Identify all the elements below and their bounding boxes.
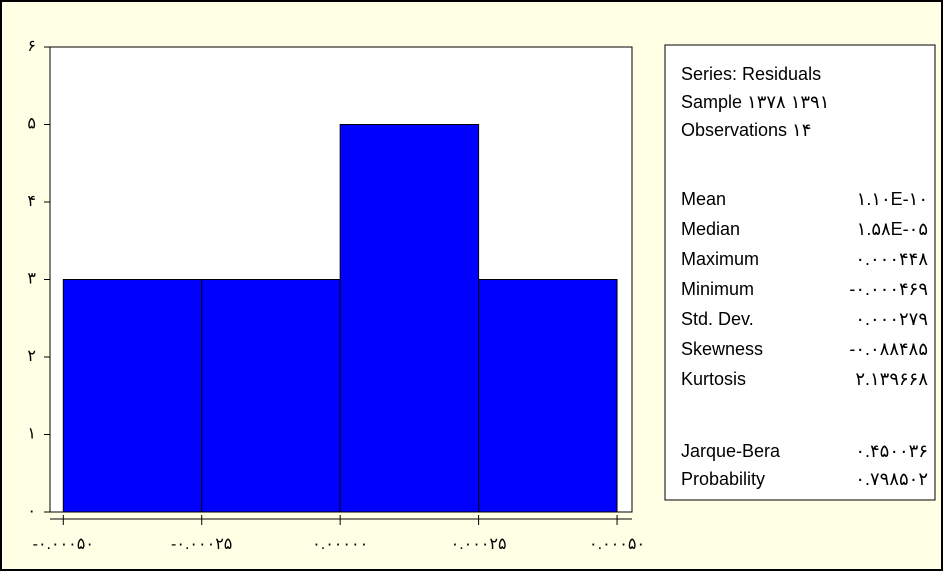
x-tick-label: ۰.۰۰۰۰۰	[312, 536, 368, 553]
y-tick-label: ۰	[27, 503, 36, 520]
stats-header: Sample ۱۳۷۸ ۱۳۹۱	[681, 92, 829, 112]
stats-value: ۱.۱۰E-۱۰	[857, 189, 928, 209]
stats-label: Skewness	[681, 339, 763, 359]
stats-value: ۲.۱۳۹۶۶۸	[855, 369, 928, 389]
stats-label: Minimum	[681, 279, 754, 299]
y-tick-label: ۴	[27, 193, 36, 210]
stats-value: ۰.۴۵۰۰۳۶	[855, 441, 928, 461]
stats-label: Jarque-Bera	[681, 441, 781, 461]
stats-value: ۰.۰۰۰۴۴۸	[855, 249, 928, 269]
y-tick-label: ۱	[27, 426, 36, 443]
stats-label: Kurtosis	[681, 369, 746, 389]
y-tick-label: ۲	[27, 348, 36, 365]
bar	[339, 124, 480, 513]
bar	[478, 279, 618, 513]
stats-label: Std. Dev.	[681, 309, 754, 329]
y-tick-label: ۳	[27, 271, 36, 288]
stats-value: ۰.۰۰۰۲۷۹	[855, 309, 928, 329]
stats-value: ۰.۷۹۸۵۰۲	[855, 469, 928, 489]
x-tick-label: ۰.۰۰۰۵۰	[589, 536, 645, 553]
stats-header: Observations ۱۴	[681, 120, 811, 140]
stats-label: Median	[681, 219, 740, 239]
x-tick-label: -۰.۰۰۰۲۵	[171, 536, 232, 553]
stats-label: Mean	[681, 189, 726, 209]
y-tick-label: ۶	[27, 38, 36, 55]
bar	[62, 279, 203, 513]
x-tick-label: -۰.۰۰۰۵۰	[33, 536, 94, 553]
stats-label: Maximum	[681, 249, 759, 269]
y-tick-label: ۵	[27, 116, 36, 133]
stats-value: ۱.۵۸E-۰۵	[857, 219, 928, 239]
stats-box	[664, 44, 936, 501]
stats-value: -۰.۰۰۰۴۶۹	[849, 279, 928, 299]
stats-header: Series: Residuals	[681, 64, 821, 84]
stats-label: Probability	[681, 469, 765, 489]
x-tick-label: ۰.۰۰۰۲۵	[451, 536, 507, 553]
stats-value: -۰.۰۸۸۴۸۵	[849, 339, 928, 359]
bar	[201, 279, 341, 513]
